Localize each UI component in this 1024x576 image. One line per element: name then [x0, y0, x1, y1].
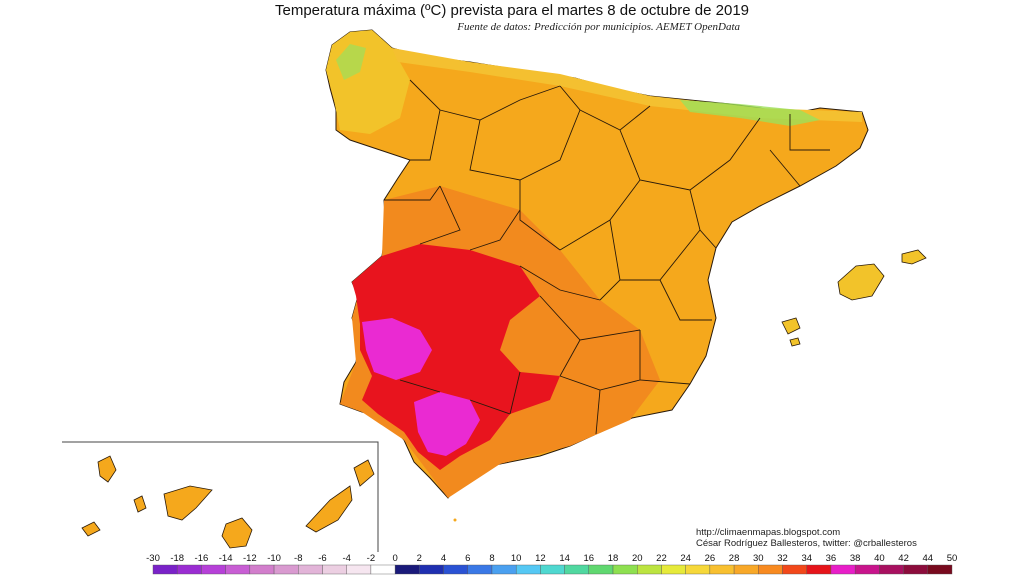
legend-label: -2 [367, 553, 375, 564]
mild-patch-galicia [336, 44, 366, 80]
legend-label: 30 [753, 553, 764, 564]
canarias-inset-frame [62, 441, 379, 552]
legend-label: -30 [146, 553, 160, 564]
legend-label: -16 [195, 553, 209, 564]
legend-label: 24 [680, 553, 691, 564]
canary-islands [81, 455, 375, 549]
legend-swatch [467, 564, 493, 575]
legend-label: 14 [559, 553, 570, 564]
legend-swatch [733, 564, 759, 575]
mallorca-island [837, 263, 885, 301]
legend-swatch [854, 564, 880, 575]
legend-swatch [879, 564, 904, 575]
legend-label: 8 [489, 553, 494, 564]
ibiza-island [781, 317, 801, 335]
legend-label: 44 [922, 553, 933, 564]
legend-label: 18 [608, 553, 619, 564]
legend-swatch [806, 564, 832, 575]
hottest-zone-west [362, 318, 432, 380]
legend-swatch [394, 564, 420, 575]
legend-label: -10 [267, 553, 281, 564]
legend-swatch [419, 564, 444, 575]
legend-label: 22 [656, 553, 667, 564]
legend-swatch [588, 564, 614, 575]
legend-swatch [612, 564, 638, 575]
legend-swatch [152, 564, 178, 575]
legend-label: 32 [777, 553, 788, 564]
legend-swatch [903, 564, 928, 575]
legend-label: 34 [801, 553, 812, 564]
legend-label: 38 [850, 553, 861, 564]
legend-swatch [709, 564, 735, 575]
credits-url: http://climaenmapas.blogspot.com [696, 527, 841, 538]
legend-swatch [782, 564, 807, 575]
legend-swatch [564, 564, 590, 575]
legend-swatch [637, 564, 662, 575]
legend-swatch [201, 564, 226, 575]
menorca-island [901, 249, 927, 265]
legend-swatch [322, 564, 347, 575]
mild-patch-north [680, 100, 820, 126]
credits-author: César Rodríguez Ballesteros, twitter: @c… [696, 538, 917, 549]
legend-swatch [273, 564, 299, 575]
north-coast-zone [392, 48, 862, 122]
legend-swatch [661, 564, 686, 575]
legend-label: 28 [729, 553, 740, 564]
legend-swatch [927, 564, 953, 575]
region-borders [384, 79, 830, 435]
legend-label: 6 [465, 553, 470, 564]
legend-label: 20 [632, 553, 643, 564]
legend-label: -12 [243, 553, 257, 564]
legend-swatch [491, 564, 517, 575]
legend-label: 36 [826, 553, 837, 564]
temperature-map [62, 29, 927, 552]
credits: http://climaenmapas.blogspot.com César R… [696, 527, 917, 549]
legend-swatch [298, 564, 323, 575]
legend-label: 2 [417, 553, 422, 564]
legend-label: 10 [511, 553, 522, 564]
hottest-zone-guadalquivir [414, 392, 480, 456]
legend-label: 42 [898, 553, 909, 564]
legend-label: 50 [947, 553, 958, 564]
legend-label: 12 [535, 553, 546, 564]
legend-label: -6 [318, 553, 326, 564]
formentera-island [789, 337, 801, 347]
legend-swatch [370, 564, 396, 575]
legend-label: 0 [392, 553, 397, 564]
legend-swatch [515, 564, 541, 575]
legend-swatch [830, 564, 856, 575]
legend-swatch [177, 564, 202, 575]
legend-swatch [685, 564, 711, 575]
legend-swatch [443, 564, 468, 575]
legend-label: -18 [170, 553, 184, 564]
legend-swatch [249, 564, 275, 575]
legend-label: 40 [874, 553, 885, 564]
legend-label: 26 [705, 553, 716, 564]
data-source-subtitle: Fuente de datos: Predicción por municipi… [457, 21, 740, 33]
legend-swatch [758, 564, 783, 575]
legend-label: -4 [342, 553, 350, 564]
legend-label: -14 [219, 553, 233, 564]
legend-swatch [225, 564, 251, 575]
legend-swatch [540, 564, 565, 575]
legend-label: 16 [584, 553, 595, 564]
ceuta-marker [453, 518, 457, 522]
legend-label: 4 [441, 553, 446, 564]
legend-label: -8 [294, 553, 302, 564]
map-title: Temperatura máxima (ºC) prevista para el… [274, 2, 750, 19]
legend-swatch [346, 564, 372, 575]
